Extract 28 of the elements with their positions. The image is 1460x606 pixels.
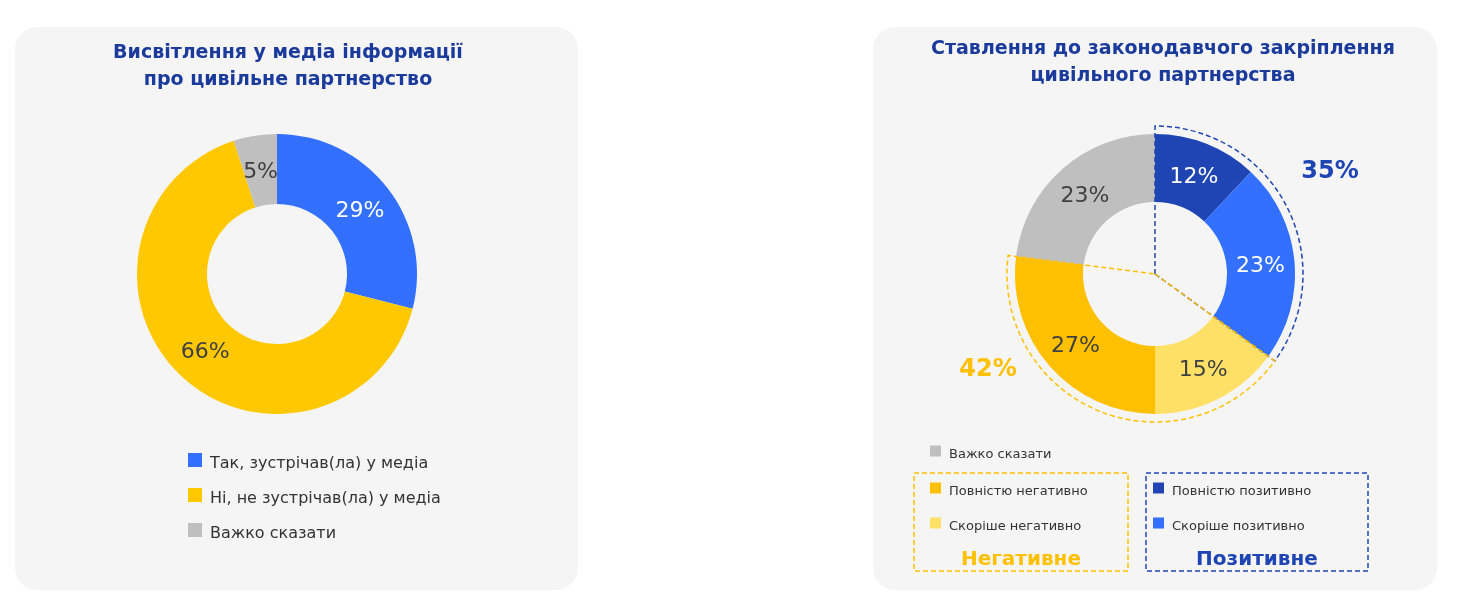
data-label: 27% [1051,331,1100,357]
data-label: 23% [1060,182,1110,208]
data-label: 15% [1178,356,1228,382]
legend-label: Важко сказати [210,522,337,542]
data-label: 29% [335,197,385,223]
donut-slice [137,140,413,414]
chart-title: Ставлення до законодавчого закріплення цивільного партнерства [931,36,1395,85]
legend-label: Скоріше позитивно [1172,517,1305,533]
donut-slice [1155,134,1251,222]
data-label: 5% [243,157,279,183]
chart-title: Висвітлення у медіа інформації про цивільне партнерство [113,40,464,89]
legend-label: Важко сказати [949,445,1052,461]
donut-slice [1155,316,1269,414]
text: Негативне [961,546,1081,570]
donut-slice [277,134,417,309]
legend-label: Ні, не зустрічав(ла) у медіа [210,487,441,507]
text: 42% [959,354,1017,383]
text: 35% [1301,156,1359,185]
legend-label: Скоріше негативно [949,517,1082,533]
legend-label: Повністю позитивно [1172,482,1312,498]
legend-label: Так, зустрічав(ла) у медіа [209,452,429,472]
data-label: 23% [1236,251,1285,277]
donut-slice [1015,256,1155,414]
donut-slice [1016,134,1155,265]
legend-label: Повністю негативно [949,482,1088,498]
text: Позитивне [1196,546,1318,570]
data-label: 66% [180,338,230,364]
data-label: 12% [1169,163,1219,189]
